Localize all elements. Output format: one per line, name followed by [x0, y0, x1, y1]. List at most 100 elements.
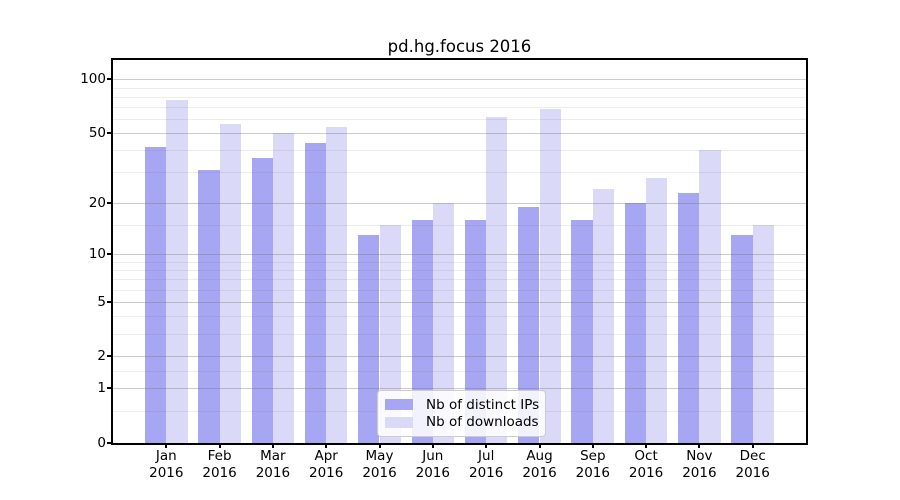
x-tick-label-apr: Apr 2016 — [294, 448, 358, 482]
bar-ips-may — [358, 235, 380, 443]
bar-ips-mar — [251, 158, 273, 443]
x-tick-mark-may — [378, 443, 381, 448]
gridline-major-1 — [113, 388, 806, 390]
gridline-minor-15 — [113, 224, 806, 226]
gridline-minor-9 — [113, 261, 806, 263]
x-tick-label-mar: Mar 2016 — [241, 448, 305, 482]
legend-swatch-downloads — [385, 416, 413, 428]
bar-ips-feb — [198, 169, 220, 443]
legend: Nb of distinct IPs Nb of downloads — [377, 390, 546, 437]
x-tick-month-apr: Apr — [314, 448, 338, 464]
gridline-major-100 — [113, 79, 806, 81]
x-tick-mark-jan — [165, 443, 168, 448]
bar-downloads-aug — [539, 109, 561, 443]
x-tick-year-mar: 2016 — [255, 465, 291, 481]
y-tick-mark-10 — [107, 253, 112, 255]
x-tick-year-jun: 2016 — [415, 465, 450, 481]
gridline-major-10 — [113, 254, 806, 255]
x-tick-month-feb: Feb — [207, 448, 232, 464]
y-tick-mark-100 — [107, 78, 112, 81]
legend-label-distinct-ips: Nb of distinct IPs — [426, 396, 540, 413]
y-tick-label-100: 100 — [80, 71, 106, 88]
bar-downloads-jun — [432, 203, 455, 443]
bar-downloads-jan — [166, 99, 188, 443]
gridline-minor-7 — [113, 279, 806, 281]
x-tick-label-jul: Jul 2016 — [454, 448, 518, 482]
y-tick-mark-1 — [107, 387, 112, 390]
bar-downloads-may — [379, 224, 401, 443]
gridline-minor-6 — [113, 289, 806, 291]
bar-ips-dec — [731, 235, 753, 443]
bar-ips-jan — [145, 146, 167, 443]
y-tick-mark-20 — [107, 202, 112, 205]
y-tick-label-0: 0 — [97, 435, 106, 451]
gridline-minor-8 — [113, 269, 806, 271]
x-tick-month-mar: Mar — [260, 448, 286, 464]
legend-label-downloads: Nb of downloads — [426, 414, 539, 431]
x-tick-label-jan: Jan 2016 — [134, 448, 198, 482]
x-tick-mark-jun — [431, 443, 434, 448]
x-tick-label-feb: Feb 2016 — [188, 448, 252, 482]
chart-title: pd.hg.focus 2016 — [387, 37, 532, 56]
bar-downloads-sep — [592, 189, 615, 443]
x-tick-mark-feb — [218, 443, 221, 448]
x-tick-label-may: May 2016 — [348, 448, 412, 482]
y-tick-mark-0 — [107, 442, 112, 444]
x-tick-year-oct: 2016 — [628, 465, 664, 481]
x-tick-label-sep: Sep 2016 — [561, 448, 625, 482]
x-tick-mark-oct — [645, 443, 648, 448]
legend-item-distinct-ips: Nb of distinct IPs — [385, 396, 540, 414]
bar-downloads-mar — [272, 133, 295, 443]
x-tick-label-jun: Jun 2016 — [401, 448, 465, 482]
bar-ips-oct — [624, 203, 647, 443]
x-tick-year-apr: 2016 — [309, 465, 344, 481]
bar-downloads-nov — [699, 150, 721, 443]
bar-ips-jul — [464, 219, 487, 443]
gridline-minor-3 — [113, 333, 806, 335]
x-tick-month-aug: Aug — [526, 448, 553, 464]
bar-downloads-jul — [486, 116, 508, 443]
x-tick-month-jan: Jan — [155, 448, 177, 464]
y-tick-label-1: 1 — [97, 380, 106, 397]
x-tick-year-aug: 2016 — [522, 465, 557, 481]
y-tick-label-10: 10 — [88, 246, 106, 262]
gridline-major-2 — [113, 356, 806, 358]
x-tick-label-aug: Aug 2016 — [508, 448, 572, 482]
gridline-minor-90 — [113, 87, 806, 89]
y-tick-label-2: 2 — [97, 348, 106, 365]
y-tick-label-50: 50 — [88, 125, 106, 142]
x-tick-mark-aug — [538, 443, 541, 448]
x-tick-year-dec: 2016 — [735, 465, 770, 481]
x-tick-mark-sep — [591, 443, 594, 448]
gridline-minor-60 — [113, 119, 806, 120]
x-tick-month-oct: Oct — [634, 448, 658, 464]
gridline-minor-80 — [113, 96, 806, 98]
x-tick-month-jul: Jul — [478, 448, 495, 464]
legend-item-downloads: Nb of downloads — [385, 414, 539, 432]
x-tick-year-sep: 2016 — [575, 465, 610, 481]
bar-downloads-dec — [752, 224, 774, 443]
x-tick-mark-mar — [271, 443, 274, 448]
gridline-minor-1.5 — [113, 370, 806, 372]
bar-downloads-apr — [326, 127, 348, 443]
plot-area: Nb of distinct IPs Nb of downloads — [113, 60, 806, 443]
x-tick-label-dec: Dec 2016 — [721, 448, 785, 482]
gridline-minor-40 — [113, 150, 806, 152]
gridline-minor-70 — [113, 107, 806, 109]
y-tick-label-20: 20 — [88, 195, 106, 212]
x-tick-month-nov: Nov — [686, 448, 713, 464]
x-tick-month-may: May — [365, 448, 394, 464]
x-tick-year-nov: 2016 — [682, 465, 717, 481]
y-tick-mark-5 — [107, 300, 112, 303]
gridline-minor-30 — [113, 172, 806, 174]
x-tick-mark-jul — [485, 443, 488, 448]
x-tick-year-may: 2016 — [362, 465, 397, 481]
gridline-major-20 — [113, 203, 806, 205]
legend-swatch-distinct-ips — [385, 399, 413, 411]
x-tick-mark-dec — [751, 443, 754, 448]
y-tick-label-5: 5 — [97, 293, 106, 310]
x-tick-mark-nov — [698, 443, 701, 448]
x-tick-mark-apr — [325, 443, 328, 448]
gridline-major-5 — [113, 301, 806, 303]
